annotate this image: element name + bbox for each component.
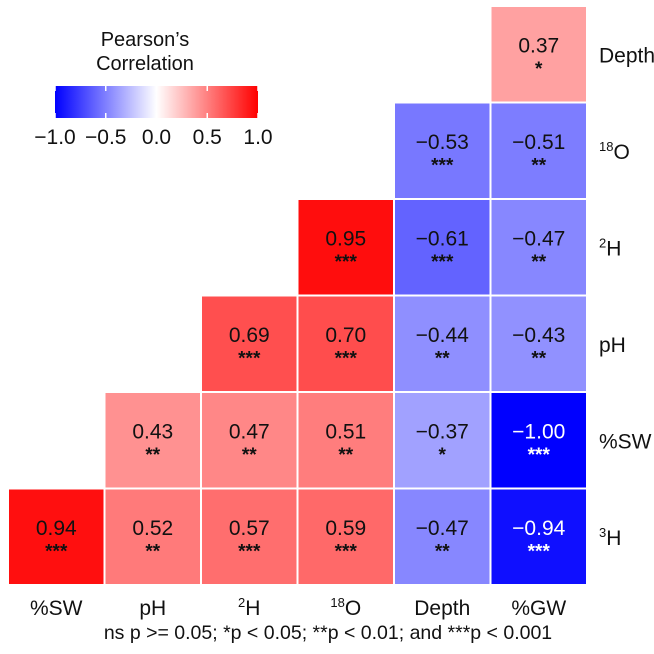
- heatmap-cell: [298, 296, 393, 391]
- cell-significance-label: ***: [45, 542, 68, 563]
- heatmap-cells: 0.37*−0.53***−0.51**0.95***−0.61***−0.47…: [9, 7, 586, 584]
- cell-significance-label: ***: [238, 542, 261, 563]
- cell-significance-label: ***: [528, 445, 551, 466]
- legend-tick-label: 0.5: [193, 126, 222, 149]
- y-tick-label: %SW: [599, 430, 652, 453]
- legend-title-line2: Correlation: [96, 53, 194, 75]
- x-tick-label: 18O: [330, 595, 361, 620]
- heatmap-cell: [395, 393, 490, 488]
- cell-value-label: 0.57: [229, 517, 270, 540]
- cell-significance-label: *: [439, 445, 447, 466]
- cell-significance-label: ***: [335, 349, 358, 370]
- cell-value-label: 0.70: [325, 324, 366, 347]
- cell-significance-label: **: [531, 252, 546, 273]
- y-tick-label: pH: [599, 334, 626, 357]
- heatmap-cell: [202, 296, 297, 391]
- x-axis-labels: %SW pH 2H 18O Depth %GW: [30, 595, 566, 620]
- cell-significance-label: ***: [335, 252, 358, 273]
- cell-value-label: −0.37: [416, 420, 469, 443]
- cell-value-label: −0.47: [512, 227, 565, 250]
- cell-value-label: 0.43: [132, 420, 173, 443]
- cell-significance-label: **: [145, 445, 160, 466]
- cell-significance-label: **: [531, 156, 546, 177]
- heatmap-cell: [105, 393, 200, 488]
- legend-tick-label: −1.0: [34, 126, 75, 149]
- x-tick-label: Depth: [414, 597, 470, 620]
- cell-value-label: −1.00: [512, 420, 565, 443]
- heatmap-cell: [491, 103, 586, 198]
- cell-significance-label: **: [435, 349, 450, 370]
- heatmap-cell: [491, 393, 586, 488]
- cell-significance-label: **: [242, 445, 257, 466]
- cell-value-label: 0.51: [325, 420, 366, 443]
- heatmap-cell: [298, 393, 393, 488]
- y-axis-labels: Depth 18O 2H pH %SW 3H: [599, 44, 654, 550]
- cell-value-label: −0.44: [416, 324, 469, 347]
- heatmap-cell: [298, 489, 393, 584]
- heatmap-cell: [395, 200, 490, 295]
- cell-value-label: 0.47: [229, 420, 270, 443]
- legend-tick-label: 1.0: [243, 126, 272, 149]
- heatmap-cell: [105, 489, 200, 584]
- x-tick-label: %GW: [511, 597, 566, 620]
- x-tick-label: 2H: [238, 595, 260, 620]
- heatmap-cell: [202, 393, 297, 488]
- heatmap-cell: [491, 489, 586, 584]
- x-tick-label: %SW: [30, 597, 83, 620]
- cell-value-label: 0.52: [132, 517, 173, 540]
- cell-significance-label: **: [531, 349, 546, 370]
- significance-footnote: ns p >= 0.05; *p < 0.05; **p < 0.01; and…: [103, 622, 553, 644]
- legend-title-line1: Pearson’s: [100, 29, 190, 51]
- cell-value-label: −0.43: [512, 324, 565, 347]
- cell-value-label: −0.51: [512, 131, 565, 154]
- y-tick-label: 18O: [599, 139, 630, 164]
- legend-colorbar: [55, 86, 258, 118]
- heatmap-cell: [491, 7, 586, 102]
- cell-significance-label: ***: [335, 542, 358, 563]
- heatmap-cell: [491, 296, 586, 391]
- heatmap-cell: [395, 489, 490, 584]
- cell-value-label: 0.95: [325, 227, 366, 250]
- cell-significance-label: ***: [431, 252, 454, 273]
- cell-value-label: 0.69: [229, 324, 270, 347]
- cell-significance-label: **: [338, 445, 353, 466]
- legend-tick-label: 0.0: [142, 126, 171, 149]
- cell-value-label: 0.59: [325, 517, 366, 540]
- y-tick-label: 2H: [599, 235, 621, 260]
- cell-value-label: −0.61: [416, 227, 469, 250]
- legend-tick-label: −0.5: [85, 126, 126, 149]
- cell-significance-label: ***: [528, 542, 551, 563]
- legend: −1.0 −0.5 0.0 0.5 1.0: [34, 86, 273, 149]
- cell-value-label: 0.37: [518, 34, 559, 57]
- cell-value-label: −0.47: [416, 517, 469, 540]
- legend-title: Pearson’s Correlation: [60, 28, 230, 76]
- cell-value-label: 0.94: [36, 517, 77, 540]
- heatmap-cell: [9, 489, 104, 584]
- heatmap-cell: [395, 103, 490, 198]
- heatmap-cell: [298, 200, 393, 295]
- cell-significance-label: ***: [238, 349, 261, 370]
- cell-value-label: −0.53: [416, 131, 469, 154]
- y-tick-label: 3H: [599, 525, 621, 550]
- heatmap-cell: [202, 489, 297, 584]
- y-tick-label: Depth: [599, 44, 654, 67]
- cell-value-label: −0.94: [512, 517, 565, 540]
- x-tick-label: pH: [139, 597, 166, 620]
- heatmap-cell: [395, 296, 490, 391]
- cell-significance-label: **: [435, 542, 450, 563]
- cell-significance-label: **: [145, 542, 160, 563]
- cell-significance-label: ***: [431, 156, 454, 177]
- heatmap-cell: [491, 200, 586, 295]
- cell-significance-label: *: [535, 59, 543, 80]
